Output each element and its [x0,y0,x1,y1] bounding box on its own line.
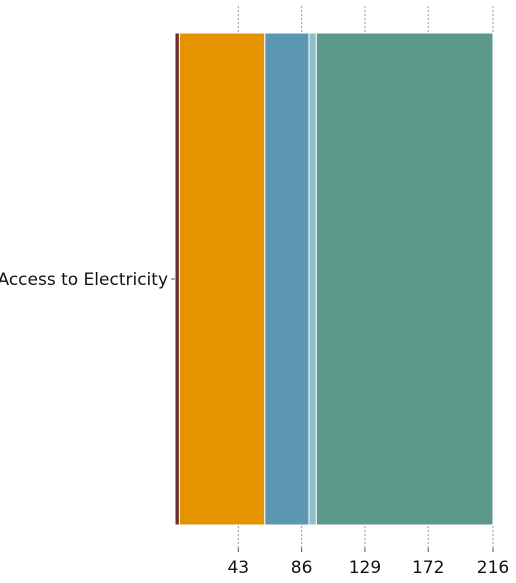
x-tick-label-2: 129 [349,558,381,578]
category-axis: Access to Electricity [0,270,175,290]
bar-segments [174,32,494,526]
bar-segment-4 [315,32,494,526]
x-tick-label-1: 86 [291,558,313,578]
bar-segment-1 [178,32,266,526]
bar-segment-3 [308,32,317,526]
bar-segment-2 [264,32,310,526]
bar-segment-0 [174,32,180,526]
category-label: Access to Electricity [0,270,168,290]
x-tick-label-4: 216 [477,558,509,578]
x-tick-label-0: 43 [227,558,249,578]
x-axis-ticks: 43 86 129 172 216 [227,548,509,578]
x-tick-label-3: 172 [412,558,444,578]
